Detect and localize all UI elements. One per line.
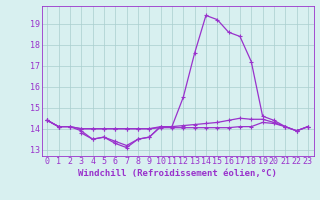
X-axis label: Windchill (Refroidissement éolien,°C): Windchill (Refroidissement éolien,°C) — [78, 169, 277, 178]
